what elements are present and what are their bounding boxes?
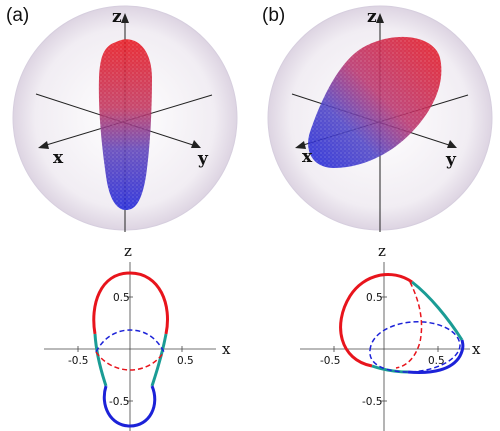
- plot-b-tick-z-pos: 0.5: [366, 292, 383, 304]
- teal-segment-b-top: [411, 280, 464, 341]
- plot-a-x-label: x: [222, 340, 231, 358]
- plot-b-tick-x-pos: 0.5: [428, 355, 445, 367]
- red-dashed-a: [95, 351, 165, 371]
- blue-curve-b: [407, 339, 465, 374]
- y-label-a: y: [197, 149, 209, 169]
- red-dashed-b: [395, 281, 423, 369]
- teal-segment-a-left: [93, 333, 108, 387]
- panel-b-label: (b): [262, 5, 286, 26]
- y-label-b: y: [445, 150, 457, 170]
- plot-b-x-label: x: [472, 340, 481, 358]
- x-label-a: x: [53, 148, 64, 168]
- plot-a-tick-x-pos: 0.5: [177, 355, 194, 367]
- plot-a-tick-x-neg: -0.5: [68, 355, 89, 367]
- plot-b-tick-z-neg: -0.5: [362, 396, 383, 408]
- blue-curve-a: [102, 385, 157, 428]
- plot-b-tick-x-neg: -0.5: [320, 355, 341, 367]
- blue-dashed-b: [369, 321, 461, 373]
- plot-a-z-label: z: [124, 242, 132, 260]
- teal-segment-a-right: [150, 333, 168, 387]
- plot-b: z x -0.5 0.5 0.5 -0.5: [300, 242, 481, 431]
- red-curve-a: [92, 271, 169, 335]
- bloch-sphere-a: z x y: [12, 5, 238, 232]
- blue-dashed-a: [95, 329, 165, 353]
- panel-a-label: (a): [6, 5, 30, 26]
- bloch-sphere-b: z x y: [267, 5, 493, 232]
- plot-a-tick-z-pos: 0.5: [113, 292, 130, 304]
- red-curve-b: [339, 273, 413, 368]
- plot-a-tick-z-neg: -0.5: [109, 396, 130, 408]
- z-label-b: z: [367, 7, 377, 27]
- z-label-a: z: [112, 7, 122, 27]
- x-label-b: x: [302, 147, 313, 167]
- plot-b-z-label: z: [378, 242, 386, 260]
- plot-a: z x -0.5 0.5 0.5 -0.5: [44, 242, 231, 431]
